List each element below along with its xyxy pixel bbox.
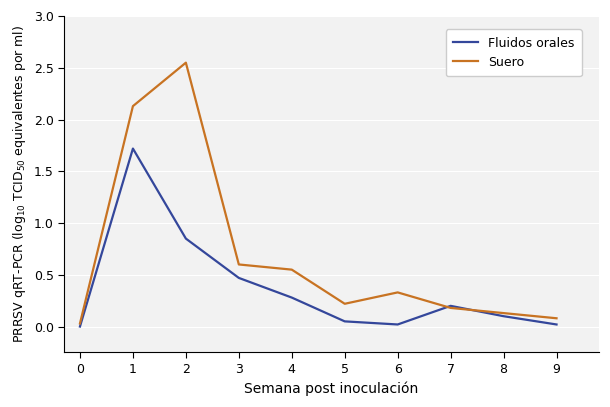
Fluidos orales (235, 276, 243, 280)
Fluidos orales (394, 322, 401, 327)
Line: Fluidos orales: Fluidos orales (80, 149, 556, 326)
Fluidos orales (288, 295, 295, 300)
X-axis label: Semana post inoculación: Semana post inoculación (245, 381, 418, 396)
Suero (341, 301, 348, 306)
Fluidos orales (553, 322, 560, 327)
Suero (500, 311, 508, 315)
Y-axis label: PRRSV qRT-PCR (log$_{10}$ TCID$_{50}$ equivalentes por ml): PRRSV qRT-PCR (log$_{10}$ TCID$_{50}$ eq… (11, 25, 28, 344)
Suero (182, 60, 190, 65)
Fluidos orales (341, 319, 348, 324)
Fluidos orales (182, 236, 190, 241)
Suero (553, 316, 560, 321)
Suero (288, 267, 295, 272)
Fluidos orales (76, 324, 84, 329)
Legend: Fluidos orales, Suero: Fluidos orales, Suero (445, 29, 582, 77)
Suero (394, 290, 401, 295)
Fluidos orales (447, 303, 454, 308)
Suero (235, 262, 243, 267)
Suero (447, 306, 454, 311)
Suero (76, 321, 84, 326)
Suero (129, 104, 137, 109)
Line: Suero: Suero (80, 63, 556, 324)
Fluidos orales (500, 314, 508, 319)
Fluidos orales (129, 146, 137, 151)
